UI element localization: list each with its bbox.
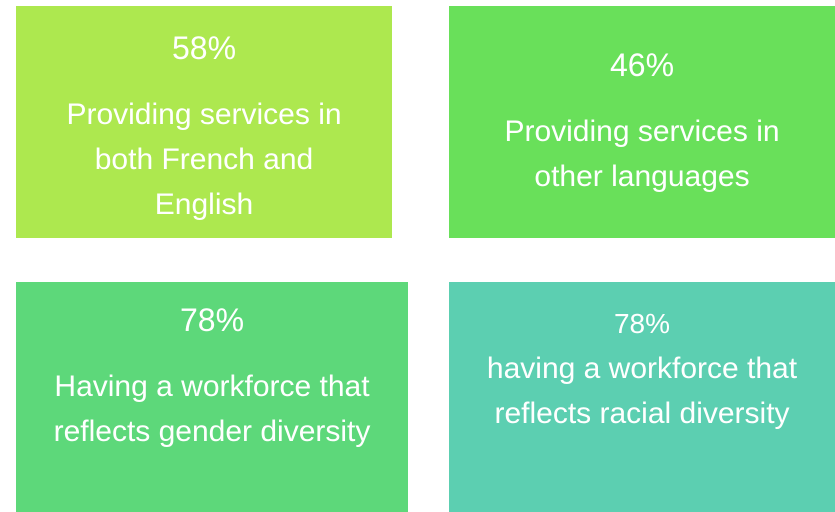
stat-tile: 78% having a workforce that reflects rac… — [449, 282, 835, 512]
stat-percent: 78% — [179, 302, 245, 338]
stat-label: Having a workforce that reflects gender … — [53, 370, 371, 448]
stat-percent: 46% — [609, 47, 675, 83]
stat-label: having a workforce that reflects racial … — [486, 352, 798, 430]
stat-tile: 58% Providing services in both French an… — [16, 6, 392, 238]
stat-label: Providing services in both French and En… — [66, 98, 342, 221]
stat-tile: 46% Providing services in other language… — [449, 6, 835, 238]
stat-percent: 78% — [613, 308, 671, 339]
stat-percent: 58% — [171, 30, 237, 66]
stat-tile: 78% Having a workforce that reflects gen… — [16, 282, 408, 512]
stat-label: Providing services in other languages — [504, 115, 780, 193]
